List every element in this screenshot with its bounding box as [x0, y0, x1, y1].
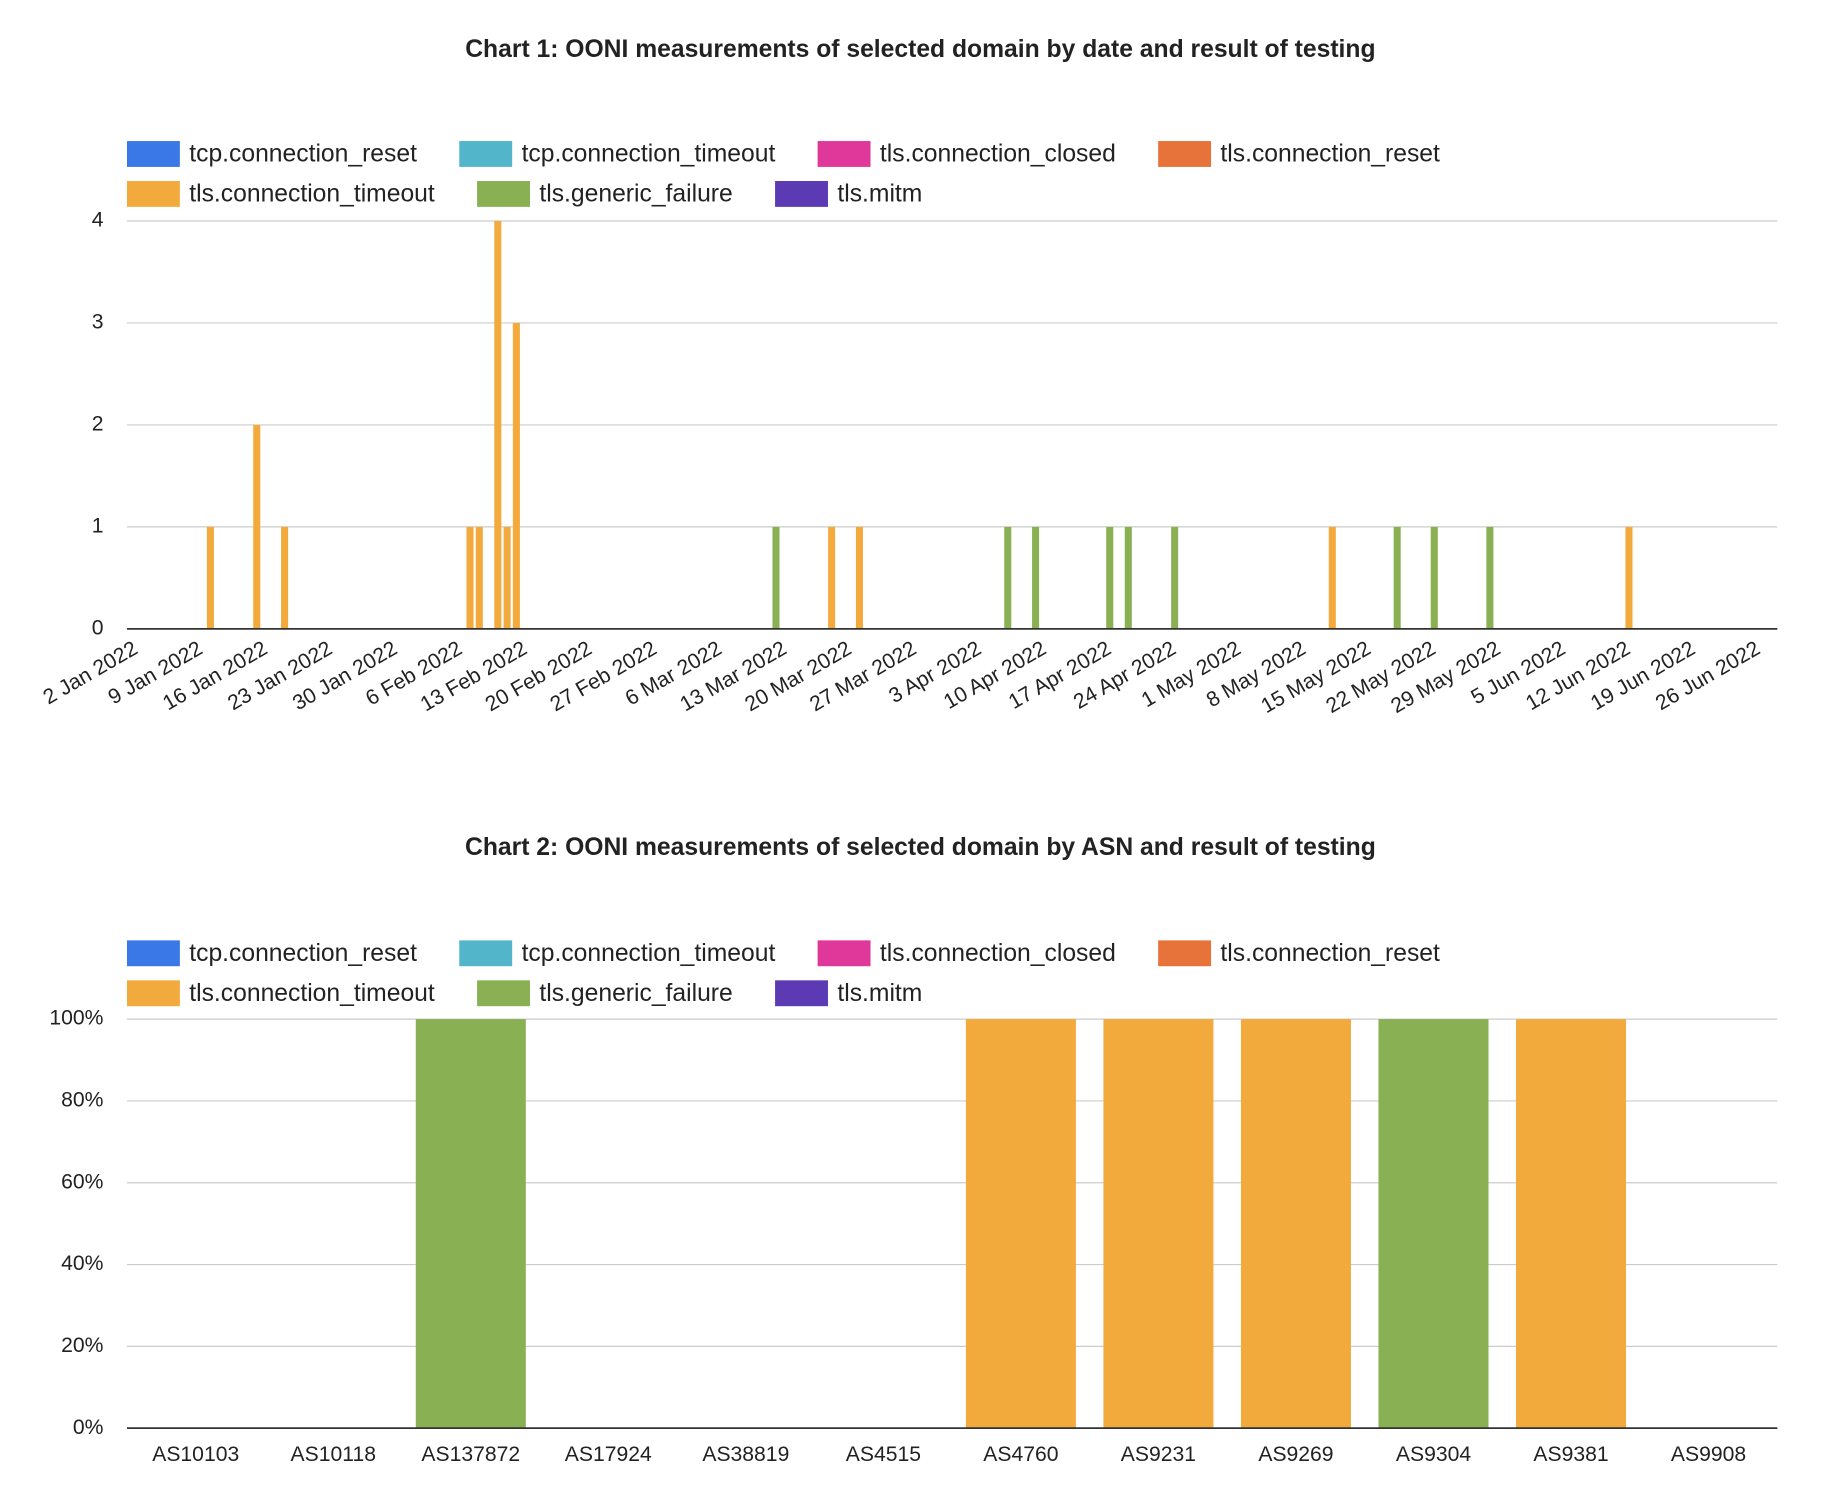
bar [1328, 526, 1336, 629]
bar [1516, 1019, 1627, 1429]
x-tick-label: AS10118 [291, 1443, 376, 1466]
bar [772, 526, 780, 629]
y-tick-label: 0% [73, 1416, 104, 1439]
x-tick-label: AS4760 [983, 1443, 1058, 1466]
legend-label: tls.connection_timeout [189, 980, 435, 1007]
legend-swatch [477, 980, 530, 1007]
x-tick-label: AS4515 [846, 1443, 921, 1466]
legend-label: tls.generic_failure [539, 980, 732, 1007]
bar [475, 526, 483, 629]
legend-swatch [477, 181, 530, 207]
x-tick-label: AS17924 [565, 1443, 652, 1466]
y-tick-label: 80% [61, 1089, 104, 1112]
legend-swatch [1158, 141, 1212, 167]
legend-swatch [459, 141, 513, 167]
x-tick-label: AS10103 [152, 1443, 239, 1466]
bar [1625, 526, 1633, 629]
bar [855, 526, 863, 629]
y-tick-label: 20% [61, 1334, 104, 1357]
y-tick-label: 0 [92, 616, 104, 639]
legend-label: tls.connection_timeout [189, 181, 435, 208]
bar [1103, 1019, 1214, 1429]
legend-label: tcp.connection_timeout [522, 141, 776, 168]
legend-label: tls.connection_closed [880, 141, 1116, 168]
bar [253, 424, 261, 629]
x-tick-label: AS9381 [1533, 1443, 1608, 1466]
legend-swatch [775, 980, 828, 1007]
x-tick-label: AS9304 [1396, 1443, 1471, 1466]
bar [1393, 526, 1401, 629]
y-tick-label: 4 [92, 209, 104, 232]
legend-swatch [126, 980, 180, 1007]
bar [494, 220, 502, 629]
x-tick-label: AS9908 [1671, 1443, 1746, 1466]
bar [281, 526, 289, 629]
legend-swatch [126, 181, 180, 207]
bar [1124, 526, 1132, 629]
x-tick-label: AS38819 [702, 1443, 789, 1466]
legend-swatch [1158, 940, 1212, 967]
y-tick-label: 1 [92, 514, 104, 537]
bar [415, 1019, 526, 1429]
bar [1106, 526, 1114, 629]
bar [1004, 526, 1012, 629]
y-tick-label: 2 [92, 413, 104, 436]
legend-label: tcp.connection_reset [189, 141, 417, 168]
legend-swatch [817, 141, 871, 167]
chart-title: Chart 1: OONI measurements of selected d… [465, 36, 1375, 63]
legend-swatch [817, 940, 871, 967]
legend-label: tls.mitm [837, 980, 922, 1007]
legend-label: tls.mitm [837, 181, 922, 208]
bar [1032, 526, 1040, 629]
bar [1430, 526, 1438, 629]
bar [1486, 526, 1494, 629]
x-tick-label: AS9269 [1258, 1443, 1333, 1466]
legend-label: tls.connection_reset [1220, 940, 1440, 967]
bar [828, 526, 836, 629]
bar [512, 322, 520, 629]
legend-label: tcp.connection_timeout [522, 940, 776, 967]
y-tick-label: 3 [92, 311, 104, 334]
legend-swatch [126, 141, 180, 167]
y-tick-label: 60% [61, 1170, 104, 1193]
x-tick-label: AS9231 [1121, 1443, 1196, 1466]
legend-swatch [126, 940, 180, 967]
bar [1378, 1019, 1489, 1429]
bar [965, 1019, 1076, 1429]
legend-label: tls.connection_closed [880, 940, 1116, 967]
bar [466, 526, 474, 629]
x-tick-label: AS137872 [421, 1443, 520, 1466]
y-tick-label: 40% [61, 1252, 104, 1275]
legend-swatch [775, 181, 828, 207]
legend-label: tls.connection_reset [1220, 141, 1440, 168]
y-tick-label: 100% [49, 1007, 103, 1030]
legend-swatch [459, 940, 513, 967]
chart-title: Chart 2: OONI measurements of selected d… [465, 834, 1376, 861]
bar [1171, 526, 1179, 629]
bar [503, 526, 511, 629]
legend-label: tcp.connection_reset [189, 940, 417, 967]
legend-label: tls.generic_failure [539, 181, 732, 208]
bar [1240, 1019, 1351, 1429]
bar [206, 526, 214, 629]
